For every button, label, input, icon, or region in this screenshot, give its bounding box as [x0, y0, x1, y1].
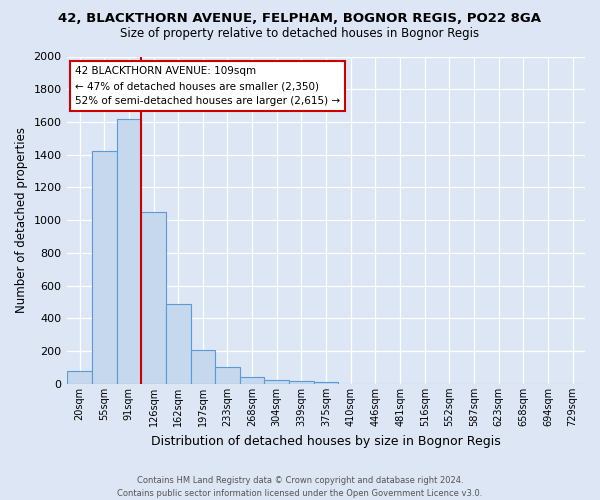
X-axis label: Distribution of detached houses by size in Bognor Regis: Distribution of detached houses by size …	[151, 434, 501, 448]
Text: 42 BLACKTHORN AVENUE: 109sqm
← 47% of detached houses are smaller (2,350)
52% of: 42 BLACKTHORN AVENUE: 109sqm ← 47% of de…	[75, 66, 340, 106]
Bar	[191, 350, 215, 384]
Bar	[240, 376, 265, 384]
Bar	[314, 382, 338, 384]
Bar	[67, 371, 92, 384]
Text: 42, BLACKTHORN AVENUE, FELPHAM, BOGNOR REGIS, PO22 8GA: 42, BLACKTHORN AVENUE, FELPHAM, BOGNOR R…	[59, 12, 542, 26]
Bar	[265, 380, 289, 384]
Bar	[141, 212, 166, 384]
Y-axis label: Number of detached properties: Number of detached properties	[15, 127, 28, 313]
Bar	[215, 366, 240, 384]
Bar	[116, 118, 141, 384]
Bar	[166, 304, 191, 384]
Text: Contains HM Land Registry data © Crown copyright and database right 2024.
Contai: Contains HM Land Registry data © Crown c…	[118, 476, 482, 498]
Text: Size of property relative to detached houses in Bognor Regis: Size of property relative to detached ho…	[121, 28, 479, 40]
Bar	[289, 382, 314, 384]
Bar	[92, 152, 116, 384]
